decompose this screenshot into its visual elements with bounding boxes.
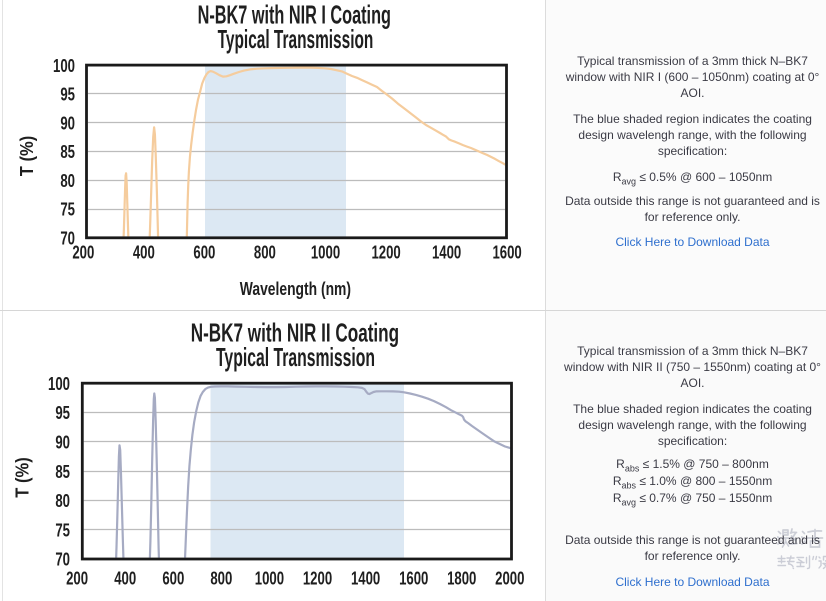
svg-text:400: 400 <box>114 568 136 589</box>
svg-text:85: 85 <box>55 462 70 483</box>
svg-text:80: 80 <box>55 491 70 512</box>
svg-text:1400: 1400 <box>351 568 380 589</box>
svg-text:800: 800 <box>254 242 276 263</box>
svg-text:75: 75 <box>55 520 70 541</box>
svg-text:400: 400 <box>133 242 155 263</box>
svg-text:N-BK7 with NIR II Coating: N-BK7 with NIR II Coating <box>191 318 399 347</box>
svg-text:90: 90 <box>55 432 70 453</box>
svg-text:200: 200 <box>72 242 94 263</box>
svg-text:1200: 1200 <box>371 242 400 263</box>
svg-text:800: 800 <box>210 568 232 589</box>
svg-text:80: 80 <box>60 171 75 192</box>
svg-text:Typical Transmission: Typical Transmission <box>218 26 374 54</box>
svg-text:T (%): T (%) <box>16 136 37 176</box>
svg-text:70: 70 <box>60 228 75 249</box>
svg-text:100: 100 <box>48 374 70 395</box>
svg-text:95: 95 <box>55 403 70 424</box>
svg-text:1600: 1600 <box>492 242 521 263</box>
svg-text:N-BK7 with NIR I Coating: N-BK7 with NIR I Coating <box>198 1 391 30</box>
svg-text:90: 90 <box>60 113 75 134</box>
svg-text:2000: 2000 <box>495 568 524 589</box>
svg-text:T (%): T (%) <box>12 457 33 497</box>
svg-text:Wavelength (nm): Wavelength (nm) <box>240 279 351 299</box>
svg-text:600: 600 <box>162 568 184 589</box>
svg-text:1600: 1600 <box>399 568 428 589</box>
svg-text:1400: 1400 <box>432 242 461 263</box>
svg-text:70: 70 <box>55 549 70 570</box>
svg-text:100: 100 <box>53 56 75 77</box>
svg-text:1800: 1800 <box>447 568 476 589</box>
svg-text:1200: 1200 <box>303 568 332 589</box>
svg-text:200: 200 <box>66 568 88 589</box>
svg-text:85: 85 <box>60 142 75 163</box>
svg-text:1000: 1000 <box>311 242 340 263</box>
svg-text:75: 75 <box>60 200 75 221</box>
svg-text:95: 95 <box>60 84 75 105</box>
svg-text:Typical Transmission: Typical Transmission <box>216 344 375 372</box>
svg-text:1000: 1000 <box>255 568 284 589</box>
svg-text:600: 600 <box>193 242 215 263</box>
